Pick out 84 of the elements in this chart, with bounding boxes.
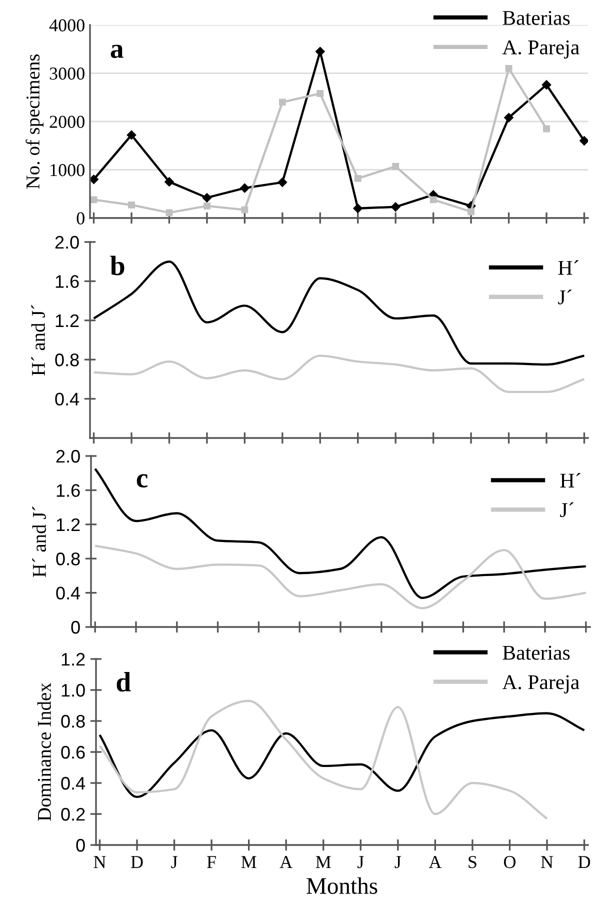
- point: [392, 162, 400, 170]
- point: [354, 174, 362, 182]
- line-series: [92, 354, 586, 394]
- point: [542, 80, 552, 90]
- point: [90, 196, 98, 204]
- x-axis-title: Months: [306, 877, 378, 894]
- point: [202, 193, 212, 202]
- y-tick-label: 1.6: [56, 275, 79, 288]
- y-tick-label: 0.4: [61, 776, 86, 790]
- point: [316, 90, 324, 97]
- line-series: [94, 468, 588, 600]
- x-tick-label: A: [280, 856, 292, 868]
- x-tick-label: J: [358, 856, 364, 868]
- x-tick-label: O: [504, 856, 516, 868]
- y-axis-title: Dominance Index: [37, 682, 51, 821]
- x-tick-label: J: [171, 856, 178, 868]
- y-tick-label: 0: [76, 212, 84, 224]
- point: [240, 183, 250, 193]
- point: [126, 130, 136, 140]
- point: [390, 202, 400, 212]
- legend-label: Baterias: [502, 646, 570, 660]
- x-tick-label: F: [207, 856, 216, 868]
- x-tick-label: S: [468, 856, 476, 868]
- x-tick-label: D: [578, 856, 590, 868]
- legend-label: H´: [558, 260, 578, 275]
- point: [90, 174, 98, 184]
- y-tick-label: 3000: [50, 68, 84, 80]
- y-tick-label: 1.6: [56, 484, 80, 497]
- annotation: b: [110, 256, 124, 276]
- y-tick-label: 1.2: [62, 652, 85, 666]
- line-series: [94, 544, 588, 610]
- point: [316, 46, 325, 56]
- point: [278, 178, 288, 187]
- y-axis-title: H´ and J´: [31, 304, 45, 376]
- legend-label: H´: [560, 472, 580, 488]
- point: [468, 208, 475, 216]
- annotation: c: [136, 474, 148, 488]
- x-tick-label: A: [428, 856, 442, 868]
- x-tick-label: M: [241, 856, 256, 868]
- y-tick-label: 0.8: [56, 552, 80, 566]
- x-tick-label: J: [394, 856, 402, 868]
- point: [203, 202, 210, 210]
- x-tick-label: N: [94, 856, 106, 868]
- point: [504, 113, 514, 122]
- y-tick-label: 0.8: [61, 714, 85, 728]
- y-tick-label: 0.4: [55, 392, 80, 406]
- line-series: [98, 700, 548, 820]
- y-tick-label: 0.2: [61, 808, 85, 821]
- point: [278, 98, 286, 106]
- y-tick-label: 1.2: [56, 518, 80, 531]
- y-tick-label: 2.0: [55, 236, 79, 249]
- point: [353, 204, 362, 213]
- y-tick-label: 1.2: [56, 314, 79, 327]
- x-tick-label: M: [316, 856, 331, 868]
- y-tick-label: 0: [76, 838, 85, 852]
- point: [241, 206, 248, 214]
- line-series: [98, 712, 586, 798]
- y-tick-label: 2000: [50, 116, 84, 128]
- y-axis-title: H´ and J´: [32, 506, 46, 578]
- x-tick-label: D: [131, 856, 143, 868]
- point: [128, 202, 135, 208]
- point: [430, 196, 437, 204]
- legend-label: J´: [560, 502, 574, 518]
- y-tick-label: 0: [71, 620, 80, 634]
- point: [580, 136, 588, 146]
- annotation: d: [116, 672, 131, 692]
- y-tick-label: 0.4: [56, 586, 80, 600]
- y-tick-label: 2.0: [56, 450, 80, 463]
- legend-label: A. Pareja: [502, 40, 580, 59]
- legend-label: J´: [558, 290, 572, 304]
- y-tick-label: 1000: [50, 164, 84, 176]
- point: [505, 64, 512, 72]
- point: [166, 209, 173, 216]
- annotation: a: [110, 44, 124, 58]
- x-tick-label: N: [541, 856, 554, 868]
- y-axis-title: No. of specimens: [26, 54, 44, 189]
- y-tick-label: 0.6: [61, 746, 85, 759]
- y-tick-label: 1.0: [62, 684, 85, 697]
- point: [543, 125, 550, 132]
- legend-label: Baterias: [502, 10, 570, 25]
- y-tick-label: 4000: [49, 19, 84, 32]
- y-tick-label: 0.8: [55, 354, 79, 366]
- legend-label: A. Pareja: [502, 675, 580, 694]
- point: [164, 177, 174, 186]
